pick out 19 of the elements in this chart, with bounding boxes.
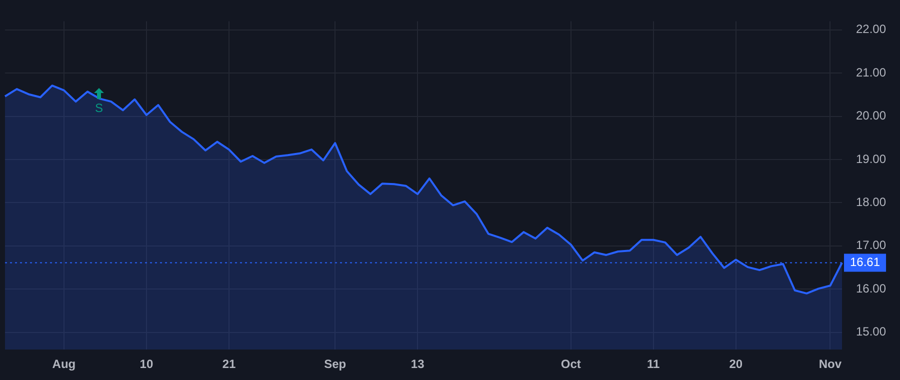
x-tick-label: Aug (52, 357, 76, 372)
y-tick-label: 22.00 (856, 22, 886, 36)
y-tick-label: 21.00 (856, 65, 886, 80)
y-tick-label: 20.00 (856, 108, 886, 123)
y-tick-label: 18.00 (856, 194, 886, 209)
y-tick-label: 15.00 (856, 324, 886, 339)
ref-line-label: 16.61 (850, 255, 880, 270)
y-tick-label: 17.00 (856, 238, 886, 252)
annotation: S (94, 101, 103, 115)
x-tick-label: 13 (410, 357, 425, 372)
x-tick-label: 11 (647, 357, 660, 372)
x-tick-label: Sep (324, 357, 346, 372)
x-tick-label: 10 (140, 357, 154, 372)
y-tick-label: 16.00 (856, 281, 886, 296)
y-tick-label: 19.00 (856, 152, 886, 166)
x-tick-label: 21 (222, 357, 236, 372)
x-tick-label: Oct (560, 357, 581, 372)
x-tick-label: 20 (729, 357, 743, 372)
x-tick-label: Nov (818, 357, 842, 372)
